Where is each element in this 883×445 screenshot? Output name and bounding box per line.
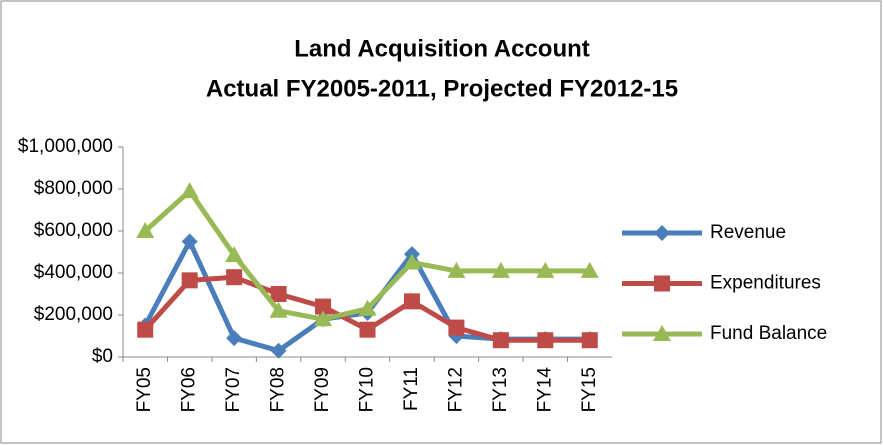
x-tick-label: FY10 xyxy=(357,367,378,412)
marker xyxy=(653,325,671,341)
marker xyxy=(181,233,198,250)
marker xyxy=(270,286,287,302)
marker xyxy=(269,301,288,318)
chart-subtitle: Actual FY2005-2011, Projected FY2012-15 xyxy=(206,75,678,102)
x-tick-label: FY06 xyxy=(179,367,200,412)
y-tick-label: $400,000 xyxy=(34,262,113,283)
marker xyxy=(403,293,420,310)
marker xyxy=(492,332,509,349)
marker xyxy=(537,332,554,349)
y-tick-label: $600,000 xyxy=(34,220,113,241)
marker xyxy=(448,319,465,336)
x-tick-label: FY13 xyxy=(490,367,511,412)
legend-label: Revenue xyxy=(710,222,786,243)
legend-label: Fund Balance xyxy=(710,323,827,344)
x-tick-label: FY09 xyxy=(312,367,333,412)
y-tick-label: $200,000 xyxy=(34,304,113,325)
marker xyxy=(270,342,287,359)
x-tick-label: FY07 xyxy=(223,367,244,412)
y-tick-label: $0 xyxy=(92,346,113,367)
marker xyxy=(491,261,510,278)
marker xyxy=(654,275,670,292)
marker xyxy=(536,261,555,278)
marker xyxy=(137,321,154,338)
x-tick-label: FY12 xyxy=(445,367,466,412)
chart-title: Land Acquisition Account xyxy=(294,35,590,62)
marker xyxy=(225,246,244,263)
marker xyxy=(180,182,199,199)
marker xyxy=(402,253,421,270)
x-tick-label: FY15 xyxy=(579,367,600,412)
legend-label: Expenditures xyxy=(710,273,821,294)
marker xyxy=(447,261,466,278)
marker xyxy=(226,330,243,347)
marker xyxy=(314,310,333,327)
marker xyxy=(581,332,598,349)
marker xyxy=(181,272,198,289)
y-tick-label: $1,000,000 xyxy=(18,136,113,157)
x-tick-label: FY14 xyxy=(534,367,555,413)
marker xyxy=(359,321,376,338)
marker xyxy=(136,222,155,238)
marker xyxy=(580,261,599,278)
x-tick-label: FY05 xyxy=(134,367,155,412)
marker xyxy=(315,298,332,315)
marker xyxy=(358,299,377,316)
marker xyxy=(654,225,670,241)
x-tick-label: FY08 xyxy=(268,367,289,412)
x-tick-label: FY11 xyxy=(401,367,422,411)
y-tick-label: $800,000 xyxy=(34,178,113,199)
marker xyxy=(226,269,243,286)
